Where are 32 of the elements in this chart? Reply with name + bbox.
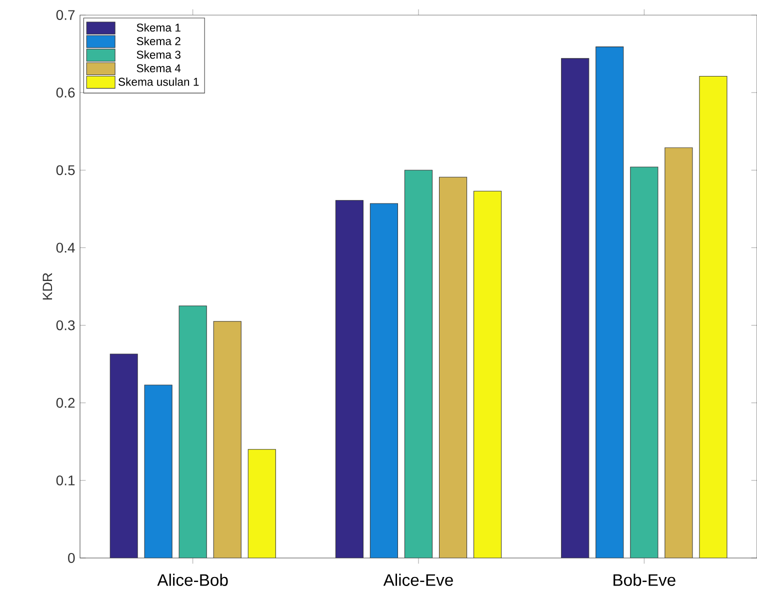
bar	[404, 170, 433, 558]
legend-label: Skema usulan 1	[118, 77, 199, 86]
y-tick-label: 0	[68, 553, 75, 563]
bar	[439, 176, 468, 558]
legend-label: Skema 3	[136, 50, 180, 59]
x-tick-label: Alice-Bob	[157, 574, 228, 586]
bar	[664, 147, 693, 558]
bar	[144, 384, 172, 558]
bar	[699, 76, 728, 558]
y-tick-label: 0.4	[56, 242, 75, 253]
y-tick-label: 0.5	[56, 165, 75, 176]
bar	[335, 200, 364, 558]
bar	[630, 166, 658, 558]
bar	[178, 306, 207, 558]
bar	[561, 58, 590, 558]
y-tick-label: 0.2	[56, 398, 75, 408]
y-tick-label: 0.6	[56, 88, 75, 98]
bar	[370, 203, 398, 558]
legend-label: Skema 1	[136, 23, 180, 32]
y-tick-label: 0.7	[56, 10, 75, 20]
legend-label: Skema 2	[136, 36, 180, 46]
y-tick-label: 0.3	[56, 320, 75, 330]
y-tick-label: 0.1	[56, 475, 75, 486]
bar	[110, 354, 138, 558]
bar	[474, 190, 502, 558]
legend-label: Skema 4	[136, 64, 181, 72]
x-tick-label: Bob-Eve	[614, 574, 676, 586]
x-tick-label: Alice-Eve	[383, 574, 453, 586]
bar	[213, 321, 242, 558]
bar	[248, 449, 276, 558]
bar	[596, 46, 624, 558]
y-axis-title: KDR	[42, 273, 52, 300]
